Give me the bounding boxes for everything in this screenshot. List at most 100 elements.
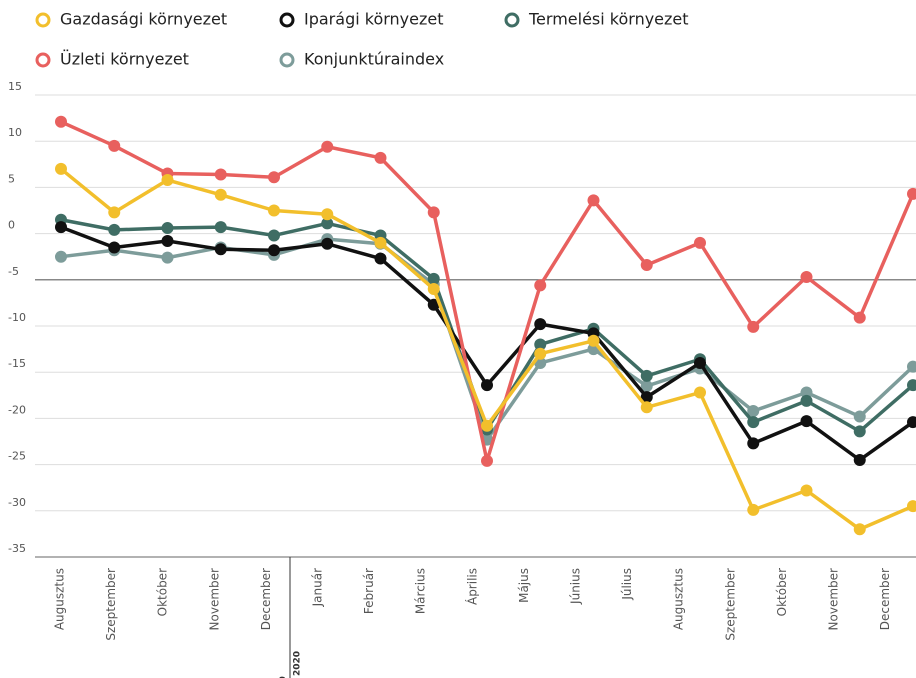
point bbox=[427, 298, 440, 311]
point bbox=[374, 236, 387, 249]
point bbox=[587, 194, 600, 207]
point bbox=[108, 223, 121, 236]
x-tick-label: Szeptember bbox=[104, 568, 118, 641]
point bbox=[534, 338, 547, 351]
point bbox=[214, 221, 227, 234]
legend-marker bbox=[279, 12, 295, 28]
point bbox=[640, 401, 653, 414]
y-tick-label: -20 bbox=[8, 403, 26, 416]
y-tick-label: -5 bbox=[8, 265, 19, 278]
point bbox=[694, 386, 706, 399]
legend-label: Konjunktúraindex bbox=[304, 50, 444, 69]
x-tick-label: November bbox=[207, 568, 221, 630]
y-tick-label: 10 bbox=[8, 126, 22, 139]
legend-label: Gazdasági környezet bbox=[60, 10, 227, 29]
y-tick-label: -25 bbox=[8, 450, 26, 463]
point bbox=[214, 243, 227, 256]
series-line bbox=[59, 167, 914, 532]
point bbox=[907, 416, 916, 429]
point bbox=[534, 347, 547, 360]
point bbox=[55, 250, 67, 263]
x-tick-label: Február bbox=[362, 568, 376, 614]
y-tick-label: -15 bbox=[8, 357, 26, 370]
point bbox=[800, 386, 813, 399]
x-tick-label: December bbox=[259, 568, 273, 630]
point bbox=[853, 523, 866, 536]
point bbox=[481, 379, 493, 392]
point bbox=[747, 437, 760, 450]
point bbox=[800, 415, 813, 428]
point bbox=[214, 168, 227, 181]
point bbox=[108, 241, 121, 254]
legend-marker bbox=[35, 12, 51, 28]
point bbox=[161, 251, 174, 264]
point bbox=[161, 174, 174, 187]
y-tick-label: 0 bbox=[8, 219, 15, 232]
legend-label: Üzleti környezet bbox=[60, 50, 189, 69]
point bbox=[907, 360, 916, 373]
point bbox=[374, 151, 387, 164]
x-tick-label: Október bbox=[156, 568, 170, 616]
point bbox=[268, 244, 280, 257]
point bbox=[481, 454, 493, 467]
year-label: 2019 bbox=[279, 676, 289, 678]
point bbox=[534, 318, 547, 331]
point bbox=[640, 391, 653, 404]
point bbox=[108, 139, 121, 152]
point bbox=[694, 356, 706, 369]
point bbox=[321, 140, 334, 153]
point bbox=[747, 405, 760, 418]
x-tick-label: Augusztus bbox=[672, 568, 686, 630]
point bbox=[427, 283, 440, 296]
point bbox=[268, 229, 280, 242]
y-tick-label: 5 bbox=[8, 172, 15, 185]
y-tick-label: -35 bbox=[8, 542, 26, 555]
x-tick-label: Május bbox=[517, 568, 531, 603]
point bbox=[694, 236, 706, 249]
point bbox=[907, 379, 916, 392]
point bbox=[640, 369, 653, 382]
point bbox=[427, 272, 440, 285]
x-tick-label: Július bbox=[620, 568, 634, 601]
point bbox=[481, 419, 493, 432]
point bbox=[161, 234, 174, 247]
point bbox=[747, 320, 760, 333]
point bbox=[427, 206, 440, 219]
point bbox=[161, 222, 174, 235]
point bbox=[55, 162, 67, 175]
point bbox=[321, 208, 334, 221]
y-tick-label: -10 bbox=[8, 311, 26, 324]
y-tick-label: 15 bbox=[8, 80, 22, 93]
point bbox=[321, 217, 334, 230]
x-tick-label: Szeptember bbox=[723, 568, 737, 641]
point bbox=[374, 252, 387, 265]
point bbox=[853, 425, 866, 438]
x-tick-label: Október bbox=[775, 568, 789, 616]
x-tick-label: December bbox=[878, 568, 892, 630]
point bbox=[640, 259, 653, 272]
point bbox=[853, 410, 866, 423]
x-tick-label: Június bbox=[569, 568, 583, 605]
point bbox=[640, 380, 653, 393]
legend-marker bbox=[35, 52, 51, 68]
point bbox=[55, 115, 67, 128]
point bbox=[747, 416, 760, 429]
point bbox=[214, 188, 227, 201]
point bbox=[747, 503, 760, 516]
point bbox=[55, 221, 67, 234]
year-label: 2020 bbox=[293, 651, 303, 676]
x-tick-label: Április bbox=[464, 568, 479, 605]
point bbox=[108, 206, 121, 219]
point bbox=[800, 271, 813, 284]
point bbox=[268, 204, 280, 217]
point bbox=[853, 311, 866, 324]
point bbox=[800, 484, 813, 497]
point bbox=[853, 453, 866, 466]
legend-marker bbox=[279, 52, 295, 68]
point bbox=[268, 171, 280, 184]
legend-marker bbox=[504, 12, 520, 28]
point bbox=[587, 334, 600, 347]
point bbox=[321, 237, 334, 250]
point bbox=[907, 187, 916, 200]
